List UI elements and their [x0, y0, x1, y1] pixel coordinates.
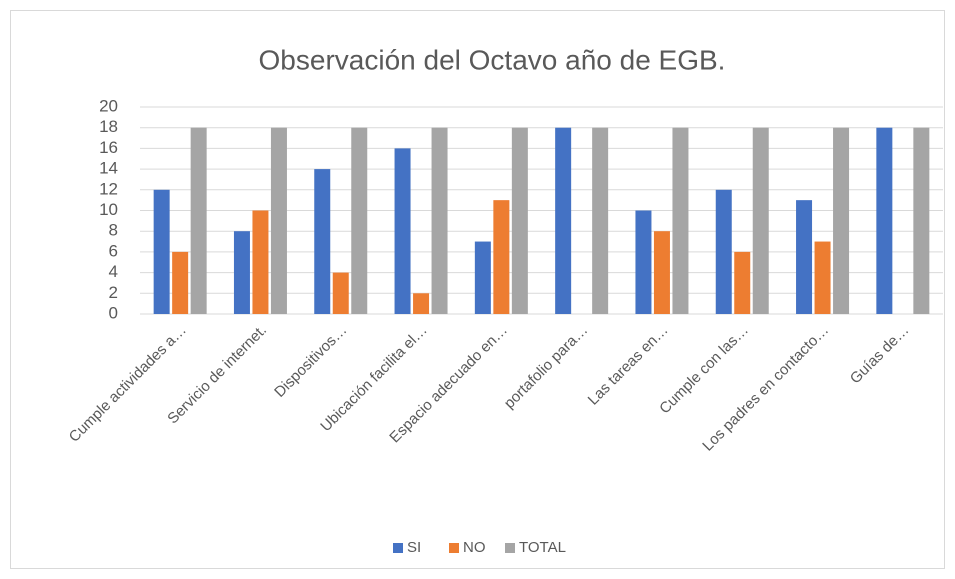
legend-swatch — [393, 543, 403, 553]
legend-label: TOTAL — [519, 539, 566, 556]
bar — [394, 148, 411, 314]
bar — [833, 127, 850, 314]
chart-title: Observación del Octavo año de EGB. — [259, 44, 726, 75]
bar — [413, 293, 430, 314]
bar — [511, 127, 528, 314]
y-tick-label: 4 — [109, 262, 118, 281]
bar — [752, 127, 769, 314]
bar — [672, 127, 689, 314]
bar — [431, 127, 448, 314]
y-tick-label: 0 — [109, 303, 118, 322]
legend-swatch — [449, 543, 459, 553]
legend-label: SI — [407, 539, 421, 556]
bar — [734, 251, 751, 314]
legend-label: NO — [463, 539, 486, 556]
bar — [814, 241, 831, 314]
y-tick-label: 12 — [99, 179, 118, 198]
bar — [153, 189, 170, 314]
bar — [635, 210, 652, 314]
bar — [796, 200, 813, 314]
bar — [351, 127, 368, 314]
bar — [555, 127, 572, 314]
bar — [592, 127, 609, 314]
bar — [493, 200, 510, 314]
y-tick-label: 20 — [99, 96, 118, 115]
bar — [190, 127, 207, 314]
bar — [332, 272, 349, 314]
bar — [314, 169, 331, 314]
legend-swatch — [505, 543, 515, 553]
y-tick-label: 2 — [109, 283, 118, 302]
bar — [172, 251, 189, 314]
bar — [270, 127, 287, 314]
y-tick-label: 14 — [99, 159, 118, 178]
bar — [653, 231, 670, 314]
y-tick-label: 18 — [99, 117, 118, 136]
y-tick-label: 6 — [109, 241, 118, 260]
bar — [252, 210, 269, 314]
y-tick-label: 8 — [109, 221, 118, 240]
bar — [876, 127, 893, 314]
y-tick-label: 10 — [99, 200, 118, 219]
bar — [233, 231, 250, 314]
bar — [715, 189, 732, 314]
bar — [474, 241, 491, 314]
bar — [913, 127, 930, 314]
y-tick-label: 16 — [99, 138, 118, 157]
